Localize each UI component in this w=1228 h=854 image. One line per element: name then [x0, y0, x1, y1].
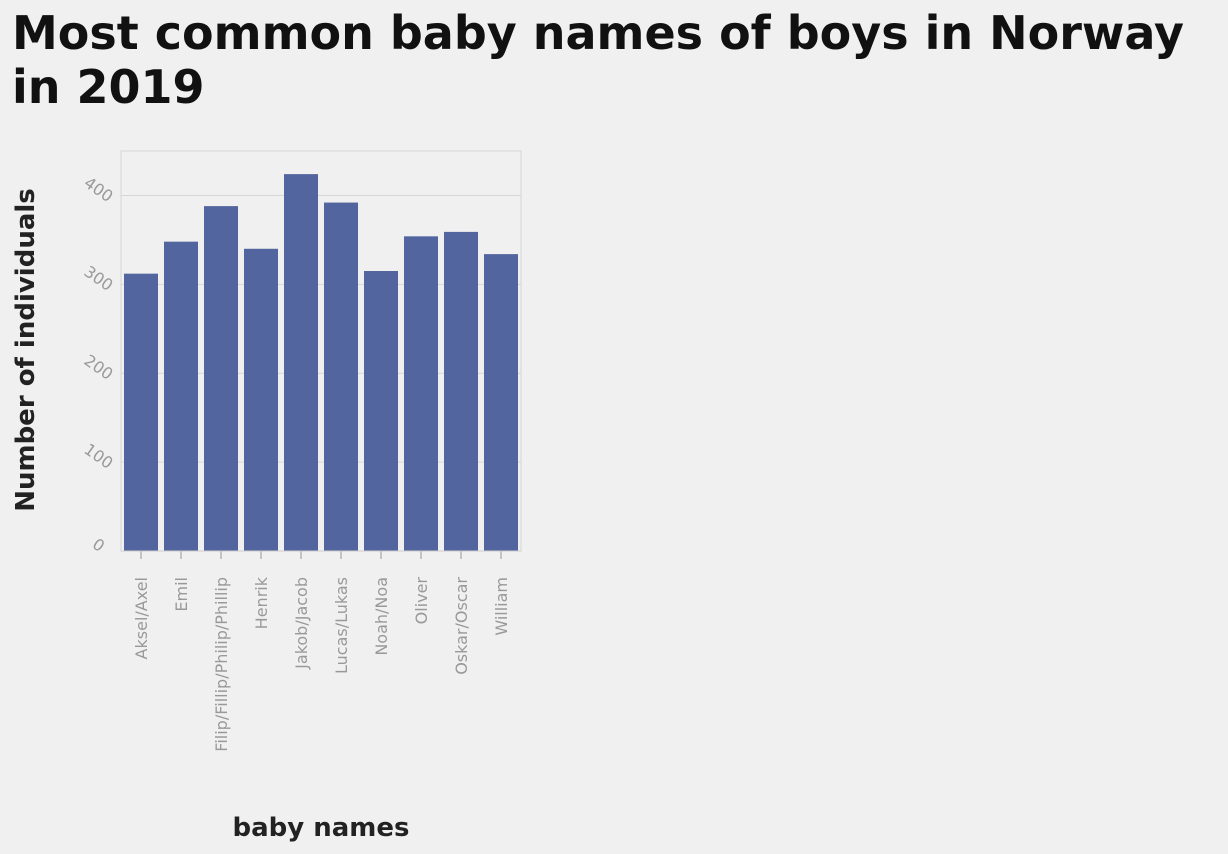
x-tick-label: Aksel/Axel: [132, 577, 151, 659]
x-tick-label: Jakob/Jacob: [292, 577, 311, 670]
bar: [324, 202, 358, 552]
y-tick-label: 100: [81, 440, 117, 473]
x-tick-label: William: [492, 577, 511, 636]
bar: [284, 174, 318, 551]
x-tick-label: Lucas/Lukas: [332, 577, 351, 674]
chart-title: Most common baby names of boys in Norway…: [12, 6, 1185, 114]
bar: [244, 248, 278, 551]
y-tick-label: 0: [89, 534, 108, 555]
bar: [484, 254, 518, 551]
x-tick-label: Emil: [172, 577, 191, 612]
bar: [404, 236, 438, 552]
x-tick-label: Noah/Noa: [372, 577, 391, 656]
bar: [164, 241, 198, 551]
x-axis-label: baby names: [232, 813, 410, 843]
y-tick-label: 300: [81, 262, 117, 295]
y-tick-label: 200: [81, 351, 117, 384]
bar: [204, 206, 238, 551]
bar: [124, 273, 158, 551]
x-tick-label: Henrik: [252, 576, 271, 629]
x-tick-label: Oskar/Oscar: [452, 577, 471, 675]
x-tick-label: Oliver: [412, 577, 431, 625]
bar: [444, 231, 478, 551]
y-tick-label: 400: [81, 173, 117, 206]
x-tick-label: Filip/Fillip/Philip/Phillip: [212, 577, 231, 752]
bar: [364, 271, 398, 551]
